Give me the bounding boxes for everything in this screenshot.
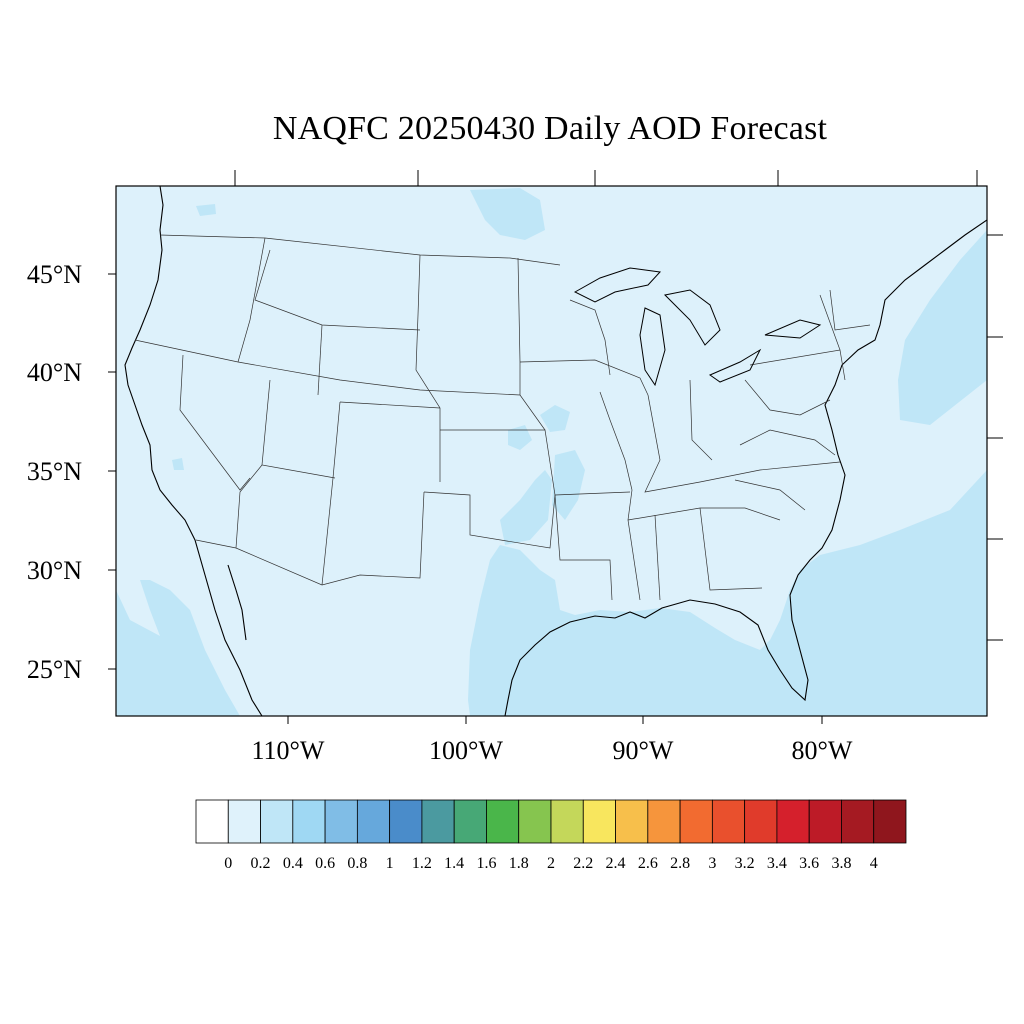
colorbar-tick-label: 3.4 [766,855,787,872]
lon-label-110w: 110°W [251,736,325,765]
colorbar-tick-label: 2.2 [573,855,594,872]
aod-patch-kansas [508,425,532,450]
colorbar-tick-label: 1.8 [508,855,529,872]
great-lakes [573,267,822,387]
colorbar-box [615,799,649,844]
lon-label-100w: 100°W [429,736,503,765]
colorbar-box [227,799,261,844]
aod-patch-midwest [540,405,570,432]
lat-label-45: 45°N [26,260,82,289]
colorbar-tick-label: 3 [708,855,717,872]
colorbar-box [711,799,746,844]
colorbar-box [389,799,423,844]
colorbar-tick-label: 0.8 [347,855,368,872]
map-title: NAQFC 20250430 Daily AOD Forecast [272,110,828,147]
colorbar-box [356,799,391,844]
colorbar-tick-label: 0.2 [250,855,271,872]
colorbar-box [195,799,229,844]
lat-label-30: 30°N [26,556,82,585]
colorbar-box [582,799,616,844]
colorbar-box [453,799,487,844]
state-borders [134,234,871,601]
colorbar-box [486,799,520,844]
colorbar-tick-label: 4 [869,855,878,872]
colorbar-box [518,799,552,844]
colorbar-tick-label: 2 [547,855,555,872]
colorbar-box [873,799,907,844]
colorbar-box [260,799,294,844]
colorbar-tick-label: 2.8 [670,855,691,872]
colorbar-box [647,799,681,844]
colorbar-box [841,799,875,844]
colorbar-tick-label: 3.8 [831,855,852,872]
aod-patch-nw [196,204,216,216]
colorbar-tick-label: 1.4 [444,855,465,872]
colorbar-box [324,799,358,844]
aod-patch-texas-east [500,470,552,545]
colorbar-tick-label: 1.2 [411,855,432,872]
colorbar-box [550,799,584,844]
lat-label-25: 25°N [26,655,82,684]
colorbar-box [421,799,455,844]
colorbar-box [292,799,326,844]
colorbar-tick-label: 0.4 [282,855,303,872]
colorbar [195,799,907,844]
colorbar-tick-label: 1 [385,855,394,872]
aod-patch-lake-michigan-area [470,188,545,240]
aod-patch-nevada [172,458,184,470]
map-frame [115,185,988,717]
coastline-line [124,186,987,716]
axis-ticks [108,170,1003,724]
colorbar-tick-label: 0.6 [315,855,336,872]
colorbar-box [744,799,778,844]
low-aod-region [116,186,987,716]
colorbar-tick-label: 2.6 [637,855,658,872]
colorbar-box [776,799,810,844]
colorbar-tick-label: 3.6 [799,855,820,872]
colorbar-tick-label: 1.6 [476,855,497,872]
colorbar-tick-label: 3.2 [734,855,755,872]
lat-label-40: 40°N [26,358,82,387]
colorbar-box [808,799,842,844]
aod-patch-ozarks [552,450,585,520]
lon-label-80w: 80°W [791,736,853,765]
lat-label-35: 35°N [26,457,82,486]
colorbar-box [679,799,713,844]
lon-label-90w: 90°W [612,736,674,765]
colorbar-tick-label: 0 [224,855,233,872]
colorbar-tick-label: 2.4 [605,855,626,872]
